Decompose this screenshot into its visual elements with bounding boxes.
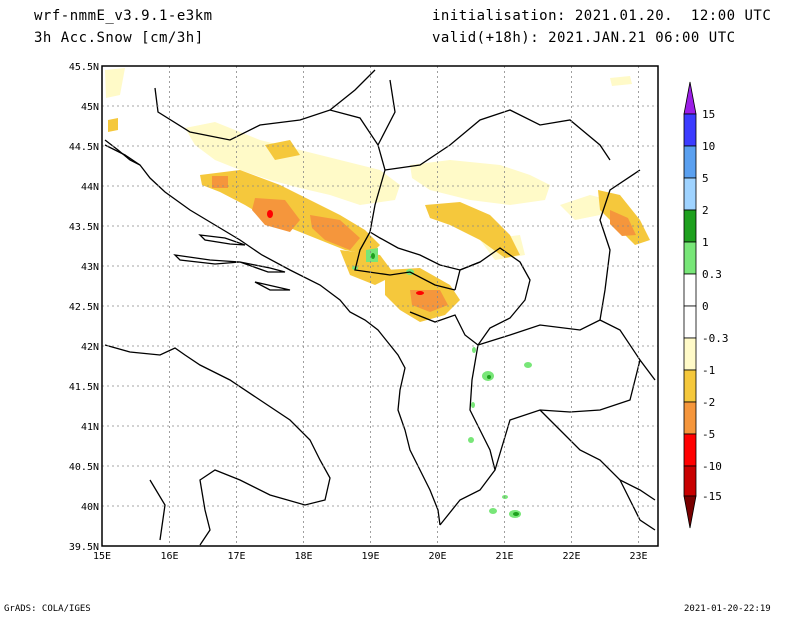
colorbar xyxy=(683,81,697,529)
lon-tick-label: 20E xyxy=(428,551,446,562)
colorbar-label: 0 xyxy=(702,300,709,313)
colorbar-label: -1 xyxy=(702,364,715,377)
coastlines-borders xyxy=(104,69,656,546)
lon-tick-label: 22E xyxy=(562,551,580,562)
lat-tick-label: 44N xyxy=(81,182,99,193)
lon-tick-label: 16E xyxy=(160,551,178,562)
map-frame xyxy=(101,65,659,547)
lat-tick-label: 41N xyxy=(81,422,99,433)
lat-tick-label: 42N xyxy=(81,342,99,353)
colorbar-label: 5 xyxy=(702,172,709,185)
init-time: initialisation: 2021.01.20. 12:00 UTC xyxy=(432,8,772,24)
snow-field xyxy=(105,68,650,518)
colorbar-labels: 15 10 5 2 1 0.3 0 -0.3 -1 -2 -5 -10 -15 xyxy=(702,108,729,503)
colorbar-label: -5 xyxy=(702,428,715,441)
colorbar-label: 1 xyxy=(702,236,709,249)
colorbar-segment xyxy=(683,305,697,339)
footer-credit: GrADS: COLA/IGES xyxy=(4,604,91,614)
colorbar-segment xyxy=(683,401,697,435)
colorbar-segment xyxy=(683,433,697,467)
field-title: 3h Acc.Snow [cm/3h] xyxy=(34,30,204,46)
colorbar-segment xyxy=(683,273,697,307)
colorbar-label: 2 xyxy=(702,204,709,217)
lat-tick-label: 45N xyxy=(81,102,99,113)
lon-tick-label: 18E xyxy=(294,551,312,562)
model-title: wrf-nmmE_v3.9.1-e3km xyxy=(34,8,213,24)
colorbar-segment xyxy=(683,337,697,371)
colorbar-label: -15 xyxy=(702,490,722,503)
colorbar-segment xyxy=(683,209,697,243)
lon-tick-label: 19E xyxy=(361,551,379,562)
colorbar-segment xyxy=(683,177,697,211)
lat-tick-label: 39.5N xyxy=(69,542,99,553)
lat-tick-label: 40.5N xyxy=(69,462,99,473)
lon-tick-label: 21E xyxy=(495,551,513,562)
lat-tick-label: 43N xyxy=(81,262,99,273)
lat-tick-label: 42.5N xyxy=(69,302,99,313)
colorbar-label: 0.3 xyxy=(702,268,722,281)
colorbar-segment xyxy=(683,113,697,147)
lat-tick-label: 41.5N xyxy=(69,382,99,393)
colorbar-label: -10 xyxy=(702,460,722,473)
grid-lines xyxy=(102,66,658,546)
colorbar-label: -2 xyxy=(702,396,715,409)
lon-tick-label: 23E xyxy=(629,551,647,562)
colorbar-top-arrow xyxy=(683,81,697,115)
lon-tick-label: 17E xyxy=(227,551,245,562)
lat-tick-label: 40N xyxy=(81,502,99,513)
lon-tick-label: 15E xyxy=(93,551,111,562)
colorbar-bottom-arrow xyxy=(683,495,697,529)
colorbar-label: 10 xyxy=(702,140,715,153)
colorbar-segment xyxy=(683,465,697,497)
lat-tick-label: 45.5N xyxy=(69,62,99,73)
colorbar-segment xyxy=(683,369,697,403)
valid-time: valid(+18h): 2021.JAN.21 06:00 UTC xyxy=(432,30,736,46)
lat-tick-labels: 45.5N 45N 44.5N 44N 43.5N 43N 42.5N 42N … xyxy=(69,62,99,553)
lat-tick-label: 44.5N xyxy=(69,142,99,153)
colorbar-label: 15 xyxy=(702,108,715,121)
colorbar-segment xyxy=(683,241,697,275)
lon-tick-labels: 15E 16E 17E 18E 19E 20E 21E 22E 23E xyxy=(93,551,648,562)
colorbar-label: -0.3 xyxy=(702,332,729,345)
colorbar-segment xyxy=(683,145,697,179)
footer-timestamp: 2021-01-20-22:19 xyxy=(684,604,771,614)
lat-tick-label: 43.5N xyxy=(69,222,99,233)
